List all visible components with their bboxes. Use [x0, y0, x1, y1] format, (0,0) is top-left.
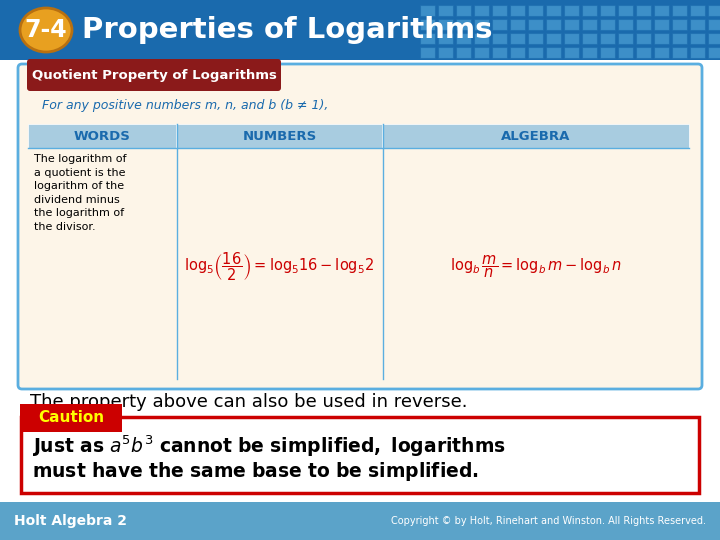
FancyBboxPatch shape — [18, 64, 702, 389]
FancyBboxPatch shape — [420, 5, 435, 16]
FancyBboxPatch shape — [636, 19, 651, 30]
Text: 7-4: 7-4 — [24, 18, 67, 42]
Text: NUMBERS: NUMBERS — [243, 130, 317, 143]
FancyBboxPatch shape — [528, 33, 543, 44]
FancyBboxPatch shape — [618, 5, 633, 16]
FancyBboxPatch shape — [654, 19, 669, 30]
FancyBboxPatch shape — [618, 33, 633, 44]
FancyBboxPatch shape — [654, 5, 669, 16]
FancyBboxPatch shape — [420, 19, 435, 30]
FancyBboxPatch shape — [492, 33, 507, 44]
FancyBboxPatch shape — [438, 5, 453, 16]
Text: Quotient Property of Logarithms: Quotient Property of Logarithms — [32, 69, 276, 82]
FancyBboxPatch shape — [510, 47, 525, 58]
Text: $\log_b \dfrac{m}{n} = \log_b m - \log_b n$: $\log_b \dfrac{m}{n} = \log_b m - \log_b… — [450, 253, 622, 280]
FancyBboxPatch shape — [546, 47, 561, 58]
FancyBboxPatch shape — [474, 19, 489, 30]
Text: Properties of Logarithms: Properties of Logarithms — [82, 16, 492, 44]
Text: $\log_5\!\left(\dfrac{16}{2}\right) = \log_5\!16 - \log_5\!2$: $\log_5\!\left(\dfrac{16}{2}\right) = \l… — [184, 250, 374, 283]
FancyBboxPatch shape — [28, 124, 176, 148]
FancyBboxPatch shape — [690, 5, 705, 16]
FancyBboxPatch shape — [600, 47, 615, 58]
Text: For any positive numbers m, n, and b (b ≠ 1),: For any positive numbers m, n, and b (b … — [42, 99, 328, 112]
FancyBboxPatch shape — [564, 47, 579, 58]
FancyBboxPatch shape — [672, 47, 687, 58]
FancyBboxPatch shape — [438, 19, 453, 30]
FancyBboxPatch shape — [582, 47, 597, 58]
FancyBboxPatch shape — [636, 5, 651, 16]
FancyBboxPatch shape — [510, 5, 525, 16]
FancyBboxPatch shape — [636, 47, 651, 58]
FancyBboxPatch shape — [636, 33, 651, 44]
Text: $\mathbf{must\ have\ the\ same\ base\ to\ be\ simplified.}$: $\mathbf{must\ have\ the\ same\ base\ to… — [32, 460, 479, 483]
Text: Holt Algebra 2: Holt Algebra 2 — [14, 514, 127, 528]
FancyBboxPatch shape — [654, 47, 669, 58]
FancyBboxPatch shape — [672, 33, 687, 44]
FancyBboxPatch shape — [456, 19, 471, 30]
FancyBboxPatch shape — [27, 59, 281, 91]
FancyBboxPatch shape — [672, 19, 687, 30]
FancyBboxPatch shape — [600, 19, 615, 30]
FancyBboxPatch shape — [654, 33, 669, 44]
Text: The logarithm of
a quotient is the
logarithm of the
dividend minus
the logarithm: The logarithm of a quotient is the logar… — [34, 154, 127, 232]
FancyBboxPatch shape — [474, 47, 489, 58]
FancyBboxPatch shape — [510, 33, 525, 44]
FancyBboxPatch shape — [546, 19, 561, 30]
Text: Copyright © by Holt, Rinehart and Winston. All Rights Reserved.: Copyright © by Holt, Rinehart and Winsto… — [391, 516, 706, 526]
Ellipse shape — [20, 8, 72, 52]
FancyBboxPatch shape — [20, 404, 122, 432]
FancyBboxPatch shape — [618, 47, 633, 58]
FancyBboxPatch shape — [546, 5, 561, 16]
FancyBboxPatch shape — [0, 502, 720, 540]
FancyBboxPatch shape — [420, 47, 435, 58]
FancyBboxPatch shape — [492, 19, 507, 30]
FancyBboxPatch shape — [438, 33, 453, 44]
FancyBboxPatch shape — [708, 47, 720, 58]
FancyBboxPatch shape — [21, 417, 699, 493]
FancyBboxPatch shape — [528, 5, 543, 16]
FancyBboxPatch shape — [456, 33, 471, 44]
FancyBboxPatch shape — [690, 33, 705, 44]
FancyBboxPatch shape — [600, 33, 615, 44]
FancyBboxPatch shape — [438, 47, 453, 58]
Text: Caution: Caution — [38, 410, 104, 426]
FancyBboxPatch shape — [690, 19, 705, 30]
FancyBboxPatch shape — [474, 5, 489, 16]
FancyBboxPatch shape — [564, 5, 579, 16]
FancyBboxPatch shape — [177, 124, 382, 148]
FancyBboxPatch shape — [564, 33, 579, 44]
FancyBboxPatch shape — [528, 19, 543, 30]
FancyBboxPatch shape — [582, 19, 597, 30]
FancyBboxPatch shape — [582, 33, 597, 44]
FancyBboxPatch shape — [383, 124, 689, 148]
FancyBboxPatch shape — [0, 0, 720, 60]
Text: ALGEBRA: ALGEBRA — [501, 130, 571, 143]
Text: $\mathbf{Just\ as\ }\boldsymbol{a^5b^3}\mathbf{\ cannot\ be\ simplified,\ logari: $\mathbf{Just\ as\ }\boldsymbol{a^5b^3}\… — [32, 434, 506, 459]
FancyBboxPatch shape — [582, 5, 597, 16]
FancyBboxPatch shape — [708, 5, 720, 16]
FancyBboxPatch shape — [456, 5, 471, 16]
Text: The property above can also be used in reverse.: The property above can also be used in r… — [30, 393, 467, 411]
FancyBboxPatch shape — [708, 33, 720, 44]
FancyBboxPatch shape — [564, 19, 579, 30]
FancyBboxPatch shape — [690, 47, 705, 58]
FancyBboxPatch shape — [420, 33, 435, 44]
FancyBboxPatch shape — [600, 5, 615, 16]
FancyBboxPatch shape — [618, 19, 633, 30]
FancyBboxPatch shape — [492, 5, 507, 16]
FancyBboxPatch shape — [474, 33, 489, 44]
Text: WORDS: WORDS — [73, 130, 130, 143]
FancyBboxPatch shape — [708, 19, 720, 30]
FancyBboxPatch shape — [510, 19, 525, 30]
FancyBboxPatch shape — [528, 47, 543, 58]
FancyBboxPatch shape — [672, 5, 687, 16]
FancyBboxPatch shape — [546, 33, 561, 44]
FancyBboxPatch shape — [492, 47, 507, 58]
FancyBboxPatch shape — [456, 47, 471, 58]
